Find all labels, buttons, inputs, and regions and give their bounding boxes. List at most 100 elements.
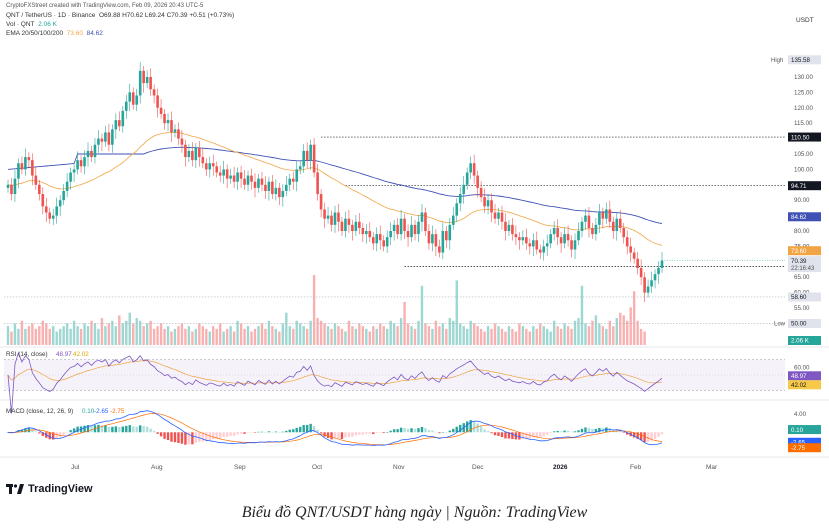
ema-200-line [7, 146, 663, 225]
volume-bar [128, 312, 131, 345]
volume-bar [333, 323, 337, 345]
macd-histogram-bar [302, 424, 305, 433]
volume-bar [598, 323, 601, 345]
volume-bar [257, 326, 260, 345]
candle-body [636, 258, 639, 268]
ema-label[interactable]: EMA 20/50/100/200 [6, 30, 64, 37]
volume-bar [229, 326, 232, 345]
volume-bar [285, 312, 288, 345]
macd-header-macd: -2.65 [94, 408, 109, 415]
candle-body [69, 172, 72, 182]
candle-body [271, 181, 274, 195]
volume-bar [149, 320, 152, 345]
volume-bar [441, 323, 445, 345]
macd-histogram-bar [546, 432, 549, 436]
price-tick-label: 65.00 [794, 274, 810, 281]
volume-bar [319, 320, 323, 345]
candle-body [104, 132, 107, 142]
volume-bar [612, 326, 615, 345]
candle-body [257, 178, 260, 188]
macd-tick-label: 4.00 [794, 411, 807, 418]
volume-bar [559, 328, 563, 345]
symbol-line[interactable]: QNT / TetherUS · 1D · Binance [6, 12, 96, 19]
volume-bar [187, 326, 191, 345]
volume-bar [340, 328, 344, 345]
macd-histogram-bar [605, 427, 608, 433]
candle-body [166, 120, 170, 124]
macd-histogram-bar [632, 432, 636, 438]
tradingview-logo[interactable]: TradingView [6, 483, 93, 495]
volume-bar [344, 331, 347, 345]
macd-histogram-bar [299, 426, 302, 433]
volume-bar [156, 326, 159, 345]
price-level-tag [788, 181, 821, 191]
volume-bar [462, 326, 465, 345]
price-tick-label: 105.00 [794, 151, 813, 158]
candle-body [382, 240, 386, 247]
volume-bar [177, 326, 180, 345]
volume-bar [118, 315, 121, 345]
candle-body [34, 175, 38, 185]
macd-histogram-bar [236, 432, 239, 435]
volume-bar [219, 323, 222, 345]
macd-histogram-bar [608, 428, 612, 433]
macd-header-signal: -2.75 [110, 408, 125, 415]
macd-histogram-bar [476, 423, 479, 433]
macd-histogram-bar [232, 432, 236, 436]
macd-histogram-bar [549, 432, 552, 434]
candle-body [107, 132, 111, 145]
price-tick-label: 100.00 [794, 166, 813, 173]
macd-histogram-bar [486, 430, 490, 433]
candle-body [493, 212, 497, 219]
candle-body [17, 163, 20, 179]
candle-body [281, 190, 285, 198]
volume-bar [264, 328, 267, 345]
macd-histogram-bar [385, 432, 389, 433]
macd-histogram-bar [403, 427, 406, 433]
candle-body [135, 95, 139, 105]
macd-histogram-bar [330, 432, 333, 440]
macd-histogram-bar [622, 432, 625, 433]
vol-label[interactable]: Vol · QNT [6, 21, 35, 28]
macd-histogram-bar [375, 432, 378, 434]
macd-histogram-bar [382, 432, 385, 434]
macd-histogram-bar [483, 429, 486, 433]
candle-body [211, 163, 215, 167]
candle-body [229, 175, 232, 179]
macd-histogram-bar [389, 430, 392, 433]
macd-histogram-bar [52, 432, 55, 440]
candle-body [601, 212, 605, 219]
macd-histogram-bar [278, 432, 281, 433]
candle-body [511, 224, 514, 235]
macd-histogram-bar [104, 425, 107, 433]
volume-bar [518, 323, 521, 345]
volume-bar [278, 331, 281, 345]
candle-body [124, 101, 128, 111]
volume-bar [459, 323, 462, 345]
macd-histogram-bar [292, 429, 295, 433]
macd-histogram-bar [326, 432, 330, 438]
candle-body [156, 95, 159, 108]
time-axis-label: Mar [706, 464, 718, 471]
candle-body [518, 237, 521, 241]
price-chart[interactable]: 135.00130.00125.00120.00115.00110.00105.… [0, 0, 829, 482]
macd-histogram-bar [309, 423, 312, 433]
candle-body [76, 160, 79, 170]
high-marker-name: High [771, 58, 783, 64]
volume-bar [577, 318, 580, 345]
volume-bar [514, 331, 518, 345]
candle-body [6, 184, 10, 188]
macd-histogram-bar [539, 432, 542, 438]
candle-body [344, 218, 347, 232]
macd-histogram-bar [525, 432, 528, 439]
macd-histogram-bar [288, 429, 291, 433]
candle-body [250, 175, 253, 182]
candle-body [65, 181, 69, 191]
macd-histogram-bar [31, 429, 34, 433]
volume-bar [45, 323, 48, 345]
volume-bar [194, 328, 198, 345]
macd-histogram-bar [243, 432, 246, 434]
candle-body [333, 212, 337, 225]
volume-bar [431, 328, 434, 345]
macd-histogram-bar [177, 432, 180, 443]
